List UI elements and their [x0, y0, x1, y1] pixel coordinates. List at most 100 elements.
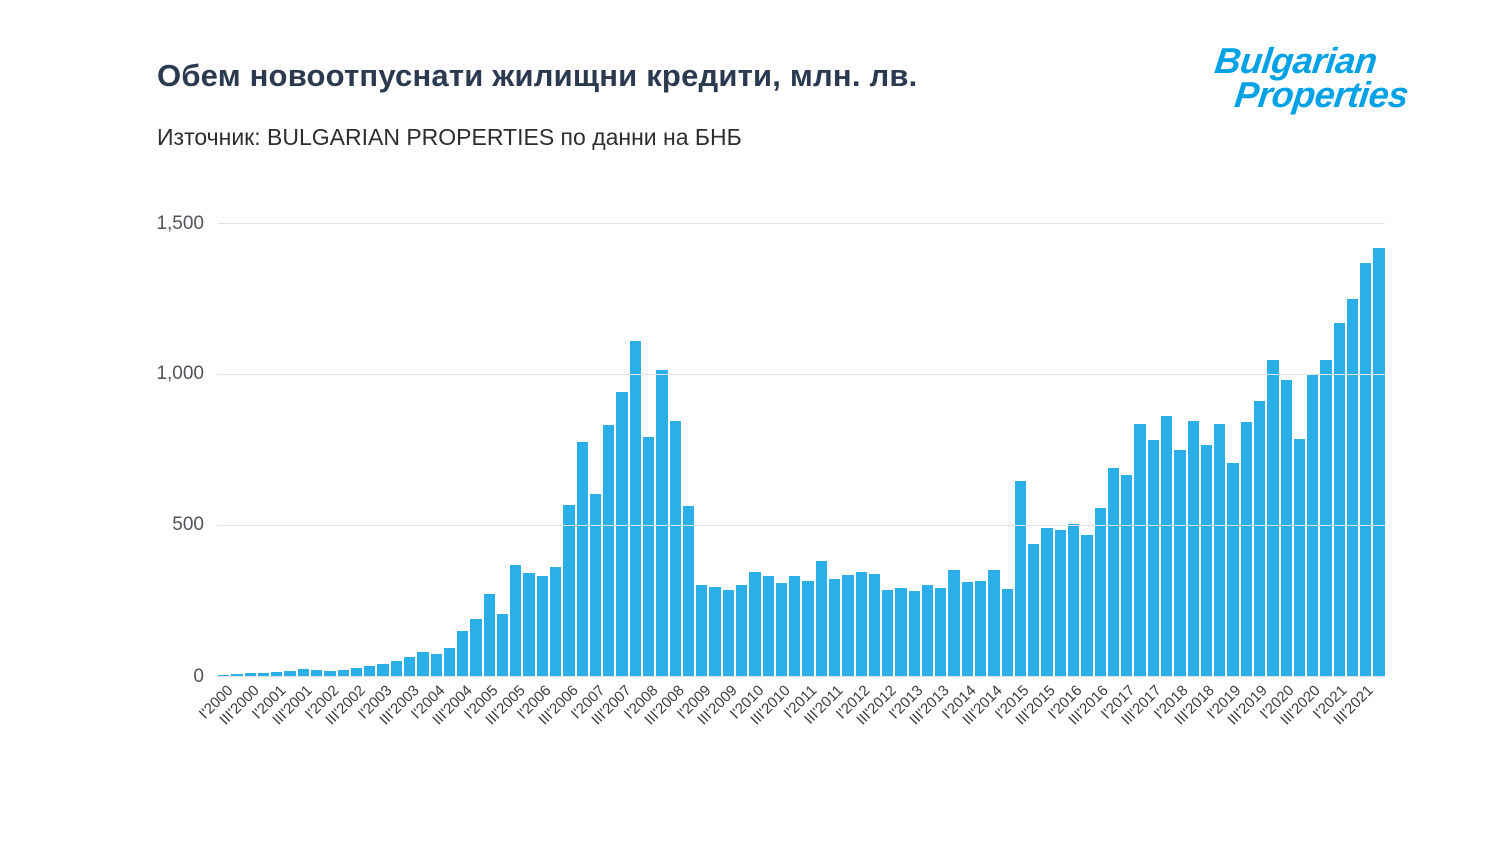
chart-bar — [1147, 439, 1159, 676]
chart-bar — [961, 581, 974, 676]
chart-bar — [483, 593, 495, 676]
chart-bar — [775, 582, 788, 676]
brand-logo-line2: Properties — [1232, 74, 1411, 116]
chart-bar — [1174, 449, 1186, 676]
chart-bar — [749, 571, 761, 676]
chart-bar — [1107, 467, 1120, 676]
chart-bar — [1240, 422, 1252, 676]
chart-bar — [1214, 423, 1226, 676]
chart-bar — [1068, 524, 1080, 676]
chart-bar — [496, 613, 509, 676]
chart-bar — [443, 648, 456, 676]
chart-bar — [390, 660, 402, 676]
y-axis-tick-label: 0 — [193, 665, 204, 687]
chart-bar — [975, 580, 987, 676]
chart-bar — [1373, 247, 1385, 676]
chart-bar — [722, 589, 734, 676]
chart-bar — [430, 653, 442, 676]
chart-bar — [802, 580, 814, 676]
chart-bar — [669, 420, 681, 676]
chart-bar — [271, 672, 283, 676]
chart-bar — [882, 589, 894, 676]
chart-bar — [682, 506, 695, 676]
chart-bar — [1227, 462, 1239, 676]
chart-bar — [935, 588, 947, 676]
chart-bar — [762, 576, 774, 676]
chart-bar — [842, 575, 854, 676]
chart-bar — [855, 571, 867, 676]
chart-bar — [377, 663, 389, 676]
y-axis-tick-label: 1,500 — [156, 212, 204, 234]
chart-bar — [1054, 530, 1066, 676]
chart-bar — [709, 586, 721, 676]
chart-bar — [1280, 380, 1292, 676]
chart-bar — [1121, 474, 1133, 676]
y-axis-tick-label: 1,000 — [156, 363, 204, 385]
chart-bar — [948, 570, 960, 676]
chart-bar — [789, 575, 801, 676]
chart-bar — [523, 573, 535, 676]
chart-bar — [1333, 322, 1345, 676]
brand-logo: Bulgarian Properties — [1209, 40, 1414, 116]
gridline: 1,000 — [156, 363, 1385, 384]
chart-bar — [310, 670, 323, 676]
chart-bar — [908, 590, 920, 676]
chart-bar — [921, 585, 934, 676]
chart-bar — [1094, 508, 1106, 676]
chart-bar — [470, 619, 482, 676]
chart-bar — [696, 585, 708, 676]
chart-bar — [735, 584, 748, 676]
chart-bar — [536, 575, 549, 676]
chart-bar — [417, 652, 429, 676]
chart-bar — [457, 631, 469, 676]
chart-bar — [284, 671, 296, 676]
chart-bar — [1187, 420, 1199, 676]
chart-bar — [1001, 589, 1013, 676]
page-subtitle: Източник: BULGARIAN PROPERTIES по данни … — [157, 124, 742, 150]
chart-bar — [576, 441, 588, 676]
chart-bar — [403, 656, 416, 676]
chart-bar — [1253, 400, 1266, 676]
chart-bar — [1134, 423, 1146, 676]
chart-bar — [297, 668, 309, 676]
y-axis-tick-label: 500 — [172, 514, 204, 536]
chart-bar — [1160, 416, 1173, 676]
gridline: 1,500 — [156, 213, 1385, 234]
chart-bar — [868, 573, 881, 676]
chart-bar — [1014, 481, 1027, 676]
chart-bar — [1346, 299, 1359, 676]
gridline: 500 — [172, 514, 1385, 535]
gridline: 0 — [193, 666, 1385, 687]
chart-bars — [218, 223, 1385, 676]
chart-bar — [629, 341, 641, 676]
chart-bar — [550, 566, 562, 676]
chart-bar — [324, 670, 336, 676]
chart-bar — [988, 569, 1000, 676]
x-axis-labels: I'2000 III'2000 I'2001 III'2001 I'2002 III'20… — [196, 682, 1385, 762]
chart-bar — [337, 669, 349, 676]
chart-bar — [1320, 360, 1332, 676]
chart-bar — [350, 667, 363, 676]
chart-bar — [1028, 544, 1040, 676]
chart-bar — [510, 564, 522, 676]
chart-bar — [364, 666, 376, 676]
chart-bar — [616, 391, 628, 676]
chart-bar — [828, 579, 841, 676]
chart-bar — [1081, 535, 1093, 676]
page-title: Обем новоотпуснати жилищни кредити, млн.… — [157, 58, 918, 93]
chart-bar — [218, 674, 230, 676]
chart-bar — [895, 587, 907, 676]
chart-bar — [1267, 360, 1279, 676]
chart-bar — [1200, 444, 1213, 676]
chart-bar — [603, 425, 615, 676]
chart-bar — [244, 673, 256, 676]
chart-bar — [643, 437, 655, 676]
chart-plot-area: 0 500 1,000 1,500 — [156, 213, 1385, 687]
brand-logo-line1: Bulgarian — [1212, 40, 1380, 81]
chart-bar — [1360, 262, 1372, 676]
chart-bar — [563, 505, 575, 676]
chart-bar — [231, 673, 243, 676]
chart-bar — [815, 561, 827, 676]
chart-bar — [257, 672, 270, 676]
